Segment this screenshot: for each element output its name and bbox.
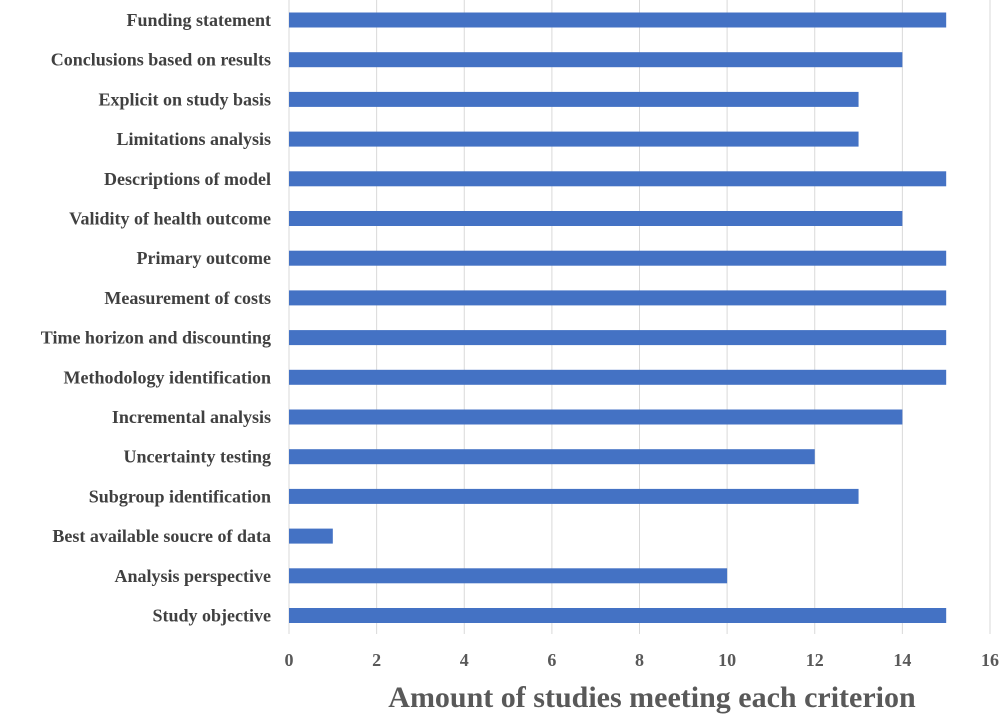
category-label: Validity of health outcome — [69, 209, 271, 229]
bar — [289, 409, 903, 425]
x-tick-labels: 0 2 4 6 8 10 12 14 16 — [285, 650, 1000, 670]
bar — [289, 91, 859, 107]
category-label: Uncertainty testing — [124, 447, 271, 467]
x-tick-label: 12 — [806, 650, 824, 670]
x-tick-label: 6 — [547, 650, 556, 670]
category-label: Measurement of costs — [104, 288, 271, 308]
category-label: Conclusions based on results — [51, 50, 271, 70]
category-label: Explicit on study basis — [98, 89, 271, 109]
bar — [289, 449, 815, 465]
bar — [289, 12, 947, 28]
x-tick-label: 0 — [285, 650, 294, 670]
bar — [289, 369, 947, 385]
bar — [289, 528, 333, 544]
bars — [289, 12, 947, 623]
bar — [289, 211, 903, 226]
category-label: Funding statement — [126, 10, 271, 30]
bar — [289, 608, 947, 623]
category-labels: Funding statement Conclusions based on re… — [41, 10, 271, 626]
x-tick-label: 16 — [981, 650, 999, 670]
bar — [289, 171, 947, 187]
x-tick-label: 2 — [372, 650, 381, 670]
category-label: Methodology identification — [64, 367, 272, 387]
category-label: Descriptions of model — [104, 169, 271, 189]
x-axis-title: Amount of studies meeting each criterion — [388, 681, 916, 714]
bar — [289, 488, 859, 504]
x-tick-label: 8 — [635, 650, 644, 670]
category-label: Subgroup identification — [89, 486, 271, 506]
x-tick-label: 14 — [893, 650, 911, 670]
bar — [289, 290, 947, 306]
category-label: Analysis perspective — [115, 566, 272, 586]
category-label: Limitations analysis — [116, 129, 271, 149]
category-label: Best available soucre of data — [52, 526, 271, 546]
bar — [289, 568, 728, 584]
category-label: Study objective — [153, 606, 272, 626]
category-label: Incremental analysis — [112, 407, 271, 427]
x-tick-label: 4 — [460, 650, 469, 670]
bar — [289, 131, 859, 147]
category-label: Primary outcome — [137, 248, 271, 268]
bar — [289, 52, 903, 68]
bar — [289, 330, 947, 346]
x-tick-label: 10 — [718, 650, 736, 670]
bar — [289, 250, 947, 266]
category-label: Time horizon and discounting — [41, 328, 271, 348]
